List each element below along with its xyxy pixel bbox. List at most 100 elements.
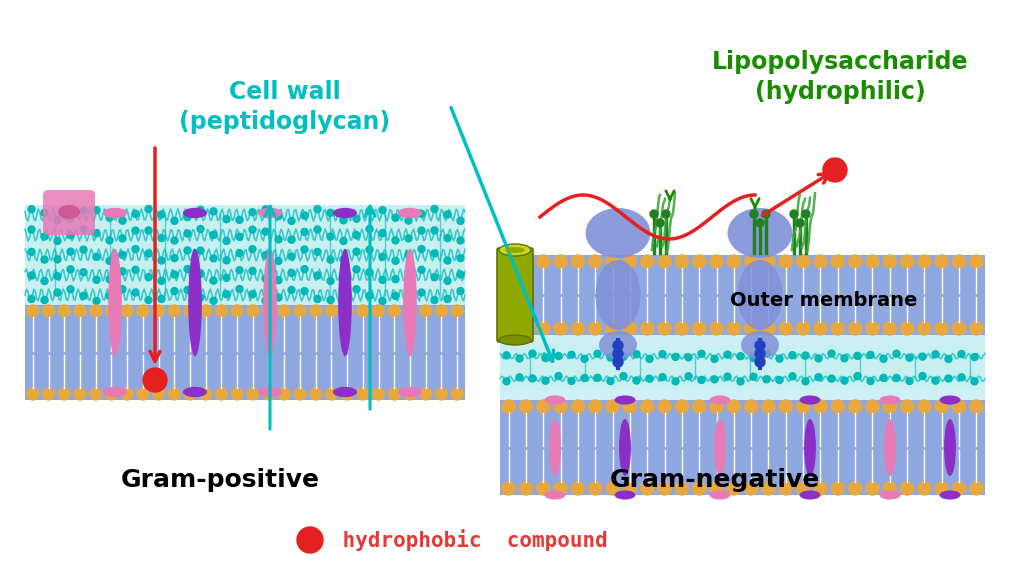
Circle shape: [906, 354, 913, 361]
Circle shape: [275, 276, 282, 284]
Circle shape: [646, 356, 653, 362]
Circle shape: [710, 400, 723, 413]
Circle shape: [932, 351, 939, 358]
Circle shape: [675, 400, 688, 413]
Circle shape: [613, 357, 623, 367]
Circle shape: [854, 373, 861, 380]
Circle shape: [519, 400, 532, 413]
Circle shape: [379, 276, 386, 284]
Circle shape: [132, 210, 139, 217]
FancyBboxPatch shape: [500, 345, 985, 390]
Circle shape: [692, 322, 706, 335]
Ellipse shape: [109, 249, 122, 356]
Circle shape: [223, 257, 230, 264]
Circle shape: [184, 305, 196, 317]
Circle shape: [814, 400, 827, 413]
Circle shape: [932, 377, 939, 384]
Circle shape: [571, 255, 585, 268]
Circle shape: [357, 388, 369, 400]
Circle shape: [288, 236, 295, 243]
Circle shape: [249, 291, 256, 298]
Circle shape: [867, 377, 874, 384]
Circle shape: [866, 482, 879, 495]
Circle shape: [537, 482, 550, 495]
Circle shape: [555, 353, 562, 359]
Circle shape: [503, 378, 510, 385]
Circle shape: [444, 235, 451, 242]
Circle shape: [158, 211, 165, 218]
Circle shape: [606, 255, 620, 268]
Circle shape: [554, 322, 567, 335]
Circle shape: [366, 246, 373, 253]
Circle shape: [790, 373, 796, 380]
Circle shape: [900, 482, 913, 495]
Circle shape: [54, 256, 61, 263]
Circle shape: [519, 482, 532, 495]
Ellipse shape: [545, 396, 565, 404]
Ellipse shape: [188, 249, 202, 356]
Circle shape: [554, 255, 567, 268]
Circle shape: [275, 294, 282, 301]
Circle shape: [457, 237, 464, 244]
Circle shape: [43, 388, 54, 400]
Circle shape: [223, 237, 230, 244]
Circle shape: [121, 388, 133, 400]
Circle shape: [93, 276, 100, 284]
Circle shape: [849, 322, 861, 335]
Circle shape: [779, 322, 793, 335]
Circle shape: [814, 255, 827, 268]
Circle shape: [41, 296, 48, 303]
FancyBboxPatch shape: [497, 248, 534, 342]
Circle shape: [776, 355, 783, 362]
Circle shape: [594, 375, 601, 381]
Circle shape: [54, 217, 61, 224]
Ellipse shape: [398, 208, 422, 218]
Circle shape: [168, 388, 180, 400]
Circle shape: [249, 245, 256, 252]
Circle shape: [744, 255, 758, 268]
Circle shape: [137, 305, 148, 317]
Circle shape: [790, 352, 796, 359]
Circle shape: [633, 350, 640, 357]
Circle shape: [67, 248, 74, 255]
Circle shape: [763, 376, 770, 383]
Circle shape: [516, 355, 523, 362]
Circle shape: [327, 256, 334, 263]
Circle shape: [406, 251, 412, 258]
Circle shape: [431, 205, 438, 212]
Circle shape: [93, 207, 100, 214]
Circle shape: [373, 388, 385, 400]
Circle shape: [883, 400, 896, 413]
Circle shape: [327, 210, 334, 217]
Circle shape: [153, 388, 165, 400]
Circle shape: [814, 482, 827, 495]
Circle shape: [145, 227, 152, 234]
Circle shape: [54, 289, 61, 296]
Ellipse shape: [710, 491, 730, 500]
Circle shape: [918, 322, 931, 335]
Circle shape: [93, 254, 100, 261]
Ellipse shape: [880, 396, 900, 404]
Ellipse shape: [333, 387, 357, 397]
Circle shape: [326, 305, 337, 317]
Circle shape: [656, 219, 664, 227]
Circle shape: [132, 227, 139, 234]
Circle shape: [762, 400, 775, 413]
Circle shape: [41, 278, 48, 285]
Circle shape: [724, 351, 731, 358]
Circle shape: [606, 400, 620, 413]
Circle shape: [388, 388, 400, 400]
Circle shape: [171, 288, 178, 295]
Circle shape: [502, 255, 515, 268]
Circle shape: [341, 305, 353, 317]
FancyBboxPatch shape: [500, 255, 985, 335]
Circle shape: [452, 388, 463, 400]
Circle shape: [831, 482, 845, 495]
Circle shape: [294, 305, 306, 317]
Circle shape: [275, 258, 282, 265]
Circle shape: [314, 272, 321, 279]
Circle shape: [457, 217, 464, 224]
Circle shape: [841, 355, 848, 362]
Circle shape: [737, 353, 744, 360]
Circle shape: [171, 271, 178, 278]
